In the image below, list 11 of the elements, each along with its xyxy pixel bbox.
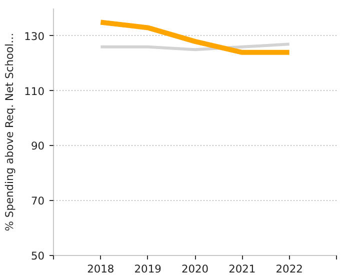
x-tick-label: 2019 <box>134 262 162 275</box>
x-tick-label: 2022 <box>276 262 303 275</box>
x-tick-label: 2021 <box>228 262 256 275</box>
y-tick-label: 130 <box>24 30 45 43</box>
y-tick-label: 90 <box>30 140 45 153</box>
x-tick-label: 2020 <box>181 262 209 275</box>
y-axis-title: % Spending above Req. Net School… <box>3 32 16 232</box>
y-tick-label: 110 <box>24 84 45 98</box>
x-tick-label: 2018 <box>87 262 114 275</box>
y-tick-label: 70 <box>30 194 45 208</box>
y-tick-label: 50 <box>30 250 45 262</box>
